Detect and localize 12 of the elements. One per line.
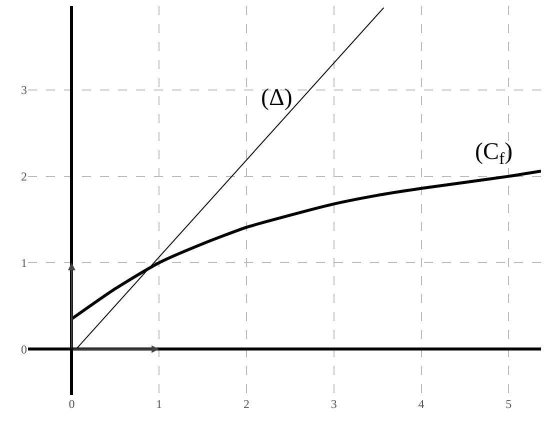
y-tick-label: 3	[21, 83, 27, 98]
y-tick-label: 0	[21, 342, 27, 356]
x-tick-label: 1	[156, 397, 162, 411]
series-label: (C$_{f}$)	[475, 139, 513, 168]
y-tick-label: 2	[21, 170, 27, 184]
x-tick-label: 5	[506, 397, 512, 411]
y-tick-label: 1	[21, 256, 27, 270]
x-tick-label: 3	[330, 397, 337, 411]
x-tick-label: 0	[68, 397, 75, 411]
x-tick-label: 2	[243, 397, 250, 411]
x-tick-label: 4	[418, 397, 424, 411]
series-label: (Δ)	[261, 85, 292, 111]
